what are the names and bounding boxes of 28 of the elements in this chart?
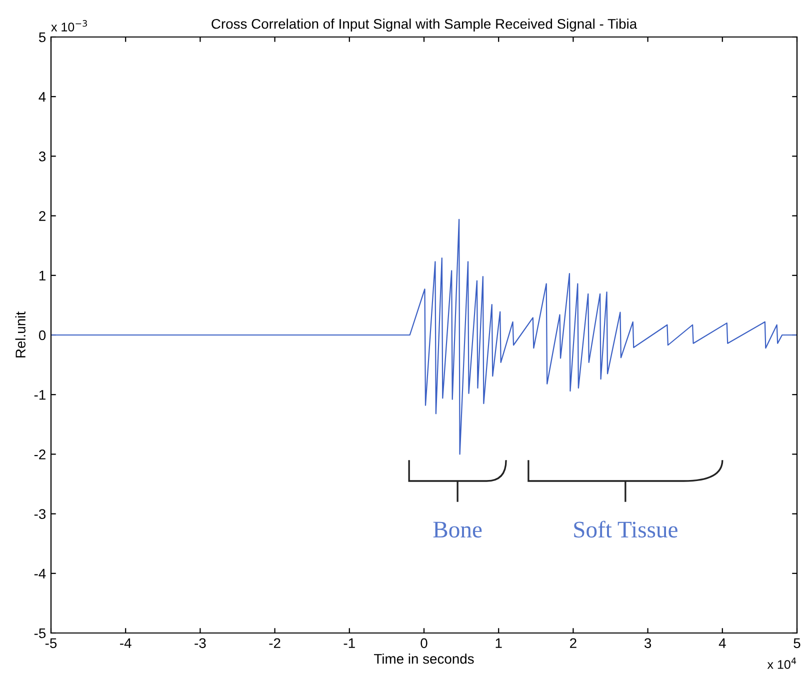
y-tick-label: 3 — [38, 152, 46, 162]
x-tick-label: 0 — [420, 638, 428, 648]
x-tick-label: -4 — [120, 638, 132, 648]
x-tick-label: -3 — [194, 638, 206, 648]
annotation: Bone — [433, 522, 482, 538]
x-axis-title: Time in seconds — [374, 654, 474, 664]
annotation: Soft Tissue — [574, 520, 678, 538]
y-tick-label: -3 — [34, 509, 46, 519]
text: x 10$^{4}$ — [767, 658, 796, 669]
x-tick-label: 5 — [794, 638, 800, 648]
x-tick-label: 4 — [718, 638, 726, 648]
text: x 10$^{−3}$ — [51, 20, 87, 32]
x-tick-label: 1 — [496, 638, 502, 648]
x-tick-label: -2 — [269, 638, 280, 648]
x-tick-label: -1 — [344, 638, 355, 648]
y-axis-title: Rel.unit — [15, 312, 26, 358]
y-tick-label: 4 — [38, 92, 46, 102]
chart-title: Cross Correlation of Input Signal with Sample Received Signal - Tibia — [212, 18, 638, 32]
y-tick-label: 5 — [38, 32, 46, 42]
x-tick-label: 2 — [570, 638, 576, 648]
x-tick-label: 3 — [644, 638, 652, 648]
y-tick-label: -1 — [34, 390, 46, 400]
y-tick-label: -2 — [34, 450, 46, 460]
y-tick-label: 2 — [39, 211, 46, 221]
y-tick-label: -4 — [34, 568, 46, 578]
y-tick-label: -5 — [34, 628, 46, 638]
y-tick-label: 1 — [39, 270, 46, 280]
y-tick-label: 0 — [38, 330, 46, 340]
